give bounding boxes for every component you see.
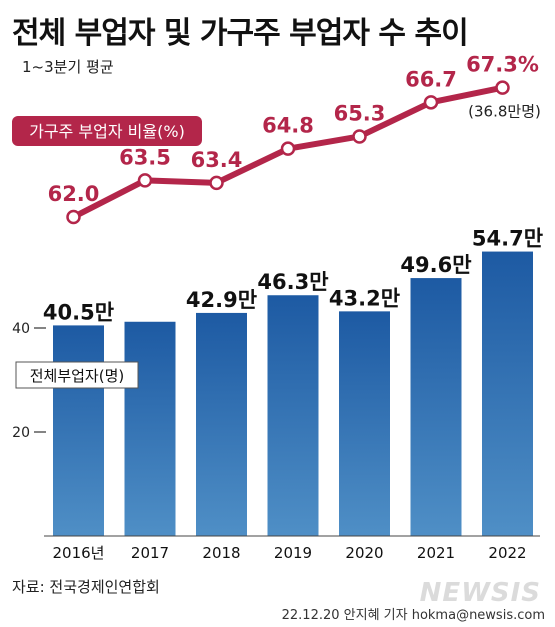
line-value-label: 63.5 bbox=[119, 145, 171, 169]
bar-2 bbox=[124, 321, 176, 536]
bar-value-label: 46.3만 bbox=[257, 270, 328, 294]
line-point-5 bbox=[352, 129, 367, 144]
bar-value-label: 42.9만 bbox=[186, 288, 257, 312]
y-tick-label: 40 bbox=[12, 321, 30, 337]
source-note: 자료: 전국경제인연합회 bbox=[12, 578, 160, 596]
line-value-label: 65.3 bbox=[334, 101, 386, 125]
newsis-watermark-logo: NEWSIS bbox=[419, 578, 541, 608]
bar-5 bbox=[339, 311, 390, 536]
bar-1 bbox=[53, 325, 104, 536]
y-axis-label: 전체부업자(명) bbox=[30, 367, 125, 385]
line-point-1 bbox=[66, 209, 81, 225]
line-point-2 bbox=[137, 173, 153, 188]
x-tick-label: 2016년 bbox=[53, 544, 105, 562]
line-series-label: 가구주 부업자 비율(%) bbox=[29, 122, 185, 141]
y-axis-label-box bbox=[15, 361, 139, 389]
line-point-6 bbox=[423, 95, 439, 110]
line-point-4 bbox=[280, 141, 296, 156]
bar-value-label: 54.7만 bbox=[472, 227, 543, 251]
line-value-label: 67.3% bbox=[466, 53, 539, 77]
x-tick-label: 2019 bbox=[274, 544, 312, 562]
bar-4 bbox=[267, 295, 319, 536]
x-tick-label: 2017 bbox=[131, 544, 169, 562]
line-value-label: 63.4 bbox=[191, 148, 243, 172]
y-tick-label: 20 bbox=[12, 425, 30, 441]
bar-7 bbox=[482, 251, 533, 536]
bar-6 bbox=[410, 278, 462, 536]
bar-value-label: 40.5만 bbox=[43, 300, 114, 324]
line-value-label: 62.0 bbox=[48, 182, 100, 206]
x-tick-label: 2021 bbox=[417, 544, 455, 562]
credit-line: 22.12.20 안지혜 기자 hokma@newsis.com bbox=[281, 608, 545, 623]
chart-title: 전체 부업자 및 가구주 부업자 수 추이 bbox=[12, 16, 469, 51]
bar-3 bbox=[196, 312, 247, 536]
bar-value-label: 43.2만 bbox=[329, 286, 400, 310]
line-point-7 bbox=[495, 80, 510, 95]
line-series-badge bbox=[12, 116, 202, 146]
x-tick-label: 2020 bbox=[345, 544, 383, 562]
line-value-label: 64.8 bbox=[262, 114, 314, 138]
line-value-label: 66.7 bbox=[405, 67, 457, 91]
line-annotation: (36.8만명) bbox=[468, 103, 541, 121]
x-tick-label: 2018 bbox=[202, 544, 240, 562]
chart-subtitle: 1~3분기 평균 bbox=[22, 58, 114, 76]
bar-value-label: 49.6만 bbox=[400, 253, 471, 277]
x-tick-label: 2022 bbox=[488, 544, 526, 562]
line-point-3 bbox=[209, 175, 224, 191]
